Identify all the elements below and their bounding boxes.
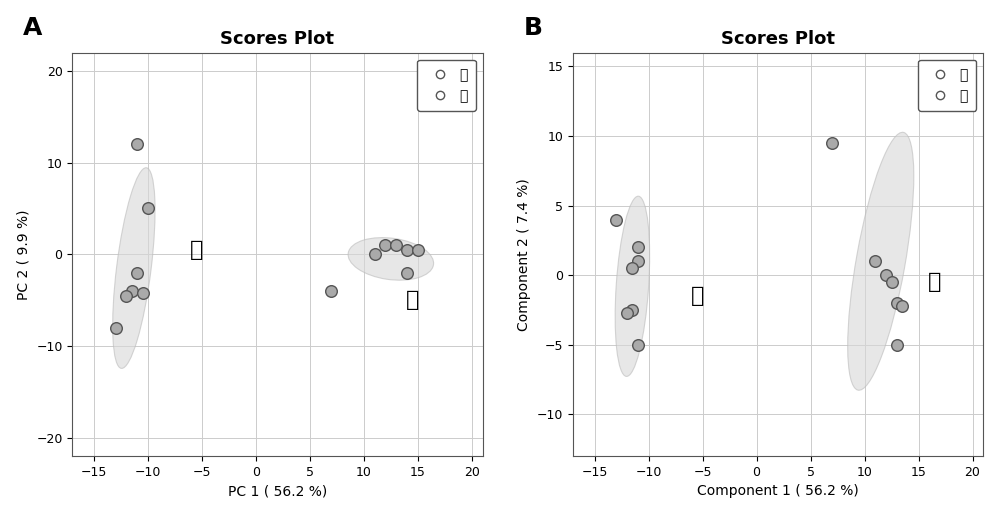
Point — [824, 139, 840, 147]
Text: A: A — [23, 16, 42, 41]
Text: 牛: 牛 — [190, 239, 203, 260]
Point — [894, 302, 910, 310]
Point — [323, 287, 339, 295]
Point — [377, 241, 393, 249]
Point — [399, 268, 415, 277]
Ellipse shape — [113, 168, 155, 368]
Point — [867, 257, 883, 265]
Text: 羊: 羊 — [406, 290, 419, 310]
Point — [118, 291, 134, 300]
Text: B: B — [524, 16, 543, 41]
Point — [135, 289, 151, 297]
Point — [624, 264, 640, 272]
Y-axis label: PC 2 ( 9.9 %): PC 2 ( 9.9 %) — [17, 209, 31, 300]
Point — [630, 257, 646, 265]
Point — [630, 340, 646, 349]
Point — [124, 287, 140, 295]
Legend: 牛, 羊: 牛, 羊 — [918, 60, 976, 111]
Ellipse shape — [348, 237, 434, 280]
Point — [624, 306, 640, 314]
Text: 牛: 牛 — [691, 286, 704, 306]
X-axis label: PC 1 ( 56.2 %): PC 1 ( 56.2 %) — [228, 484, 327, 499]
Legend: 牛, 羊: 牛, 羊 — [417, 60, 476, 111]
Point — [630, 243, 646, 251]
Point — [878, 271, 894, 279]
Point — [367, 250, 383, 259]
Text: 羊: 羊 — [928, 272, 941, 292]
Point — [619, 308, 635, 317]
Point — [608, 215, 624, 224]
X-axis label: Component 1 ( 56.2 %): Component 1 ( 56.2 %) — [697, 484, 859, 499]
Point — [140, 204, 156, 213]
Point — [129, 140, 145, 148]
Point — [884, 278, 900, 286]
Point — [388, 241, 404, 249]
Point — [108, 323, 124, 332]
Title: Scores Plot: Scores Plot — [220, 30, 334, 48]
Point — [410, 246, 426, 254]
Ellipse shape — [848, 132, 914, 390]
Y-axis label: Component 2 ( 7.4 %): Component 2 ( 7.4 %) — [517, 178, 531, 331]
Title: Scores Plot: Scores Plot — [721, 30, 835, 48]
Point — [399, 246, 415, 254]
Point — [889, 340, 905, 349]
Point — [889, 299, 905, 307]
Point — [129, 268, 145, 277]
Ellipse shape — [615, 196, 650, 376]
